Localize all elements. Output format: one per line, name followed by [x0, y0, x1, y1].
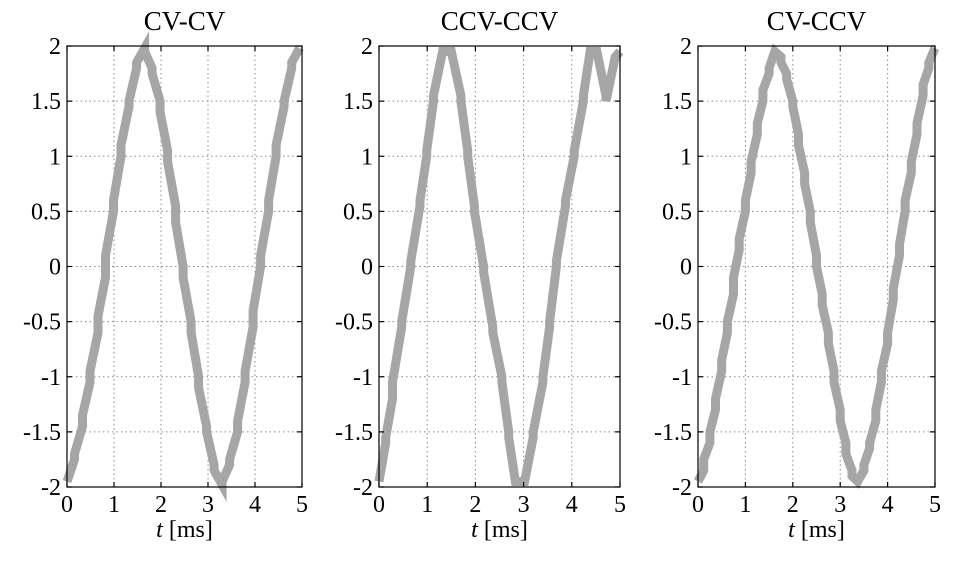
waveform-series	[62, 30, 304, 503]
chart-title: CV-CV	[144, 6, 226, 36]
y-tick-label: -1	[353, 365, 373, 391]
y-tick-label: -2	[353, 475, 373, 501]
y-tick-label: 2	[680, 34, 692, 60]
x-tick-label: 5	[296, 492, 308, 518]
x-axis-label: t [ms]	[471, 517, 528, 543]
y-tick-label: 0.5	[662, 199, 692, 225]
chart-panel-3: 0 1 2 3 4 5 2 1.5 1 0.5 0 -0.5 -1 -1.5 -2 CV-CCV t [ms]	[654, 6, 941, 543]
x-tick-label: 3	[518, 492, 530, 518]
y-tick-label: 1.5	[343, 89, 373, 115]
y-tick-label: 1	[361, 144, 373, 170]
x-tick-label: 2	[787, 492, 799, 518]
x-tick-label: 4	[882, 492, 894, 518]
y-tick-label: 1.5	[31, 89, 61, 115]
x-tick-label: 0	[61, 492, 73, 518]
waveform-series	[374, 47, 624, 486]
x-axis-variable: t	[156, 517, 164, 543]
x-tick-label: 0	[692, 492, 704, 518]
x-axis-label: t [ms]	[156, 517, 213, 543]
x-axis-label: t [ms]	[788, 517, 845, 543]
waveform-series	[694, 43, 940, 489]
y-tick-label: -1.5	[335, 420, 373, 446]
x-tick-label: 1	[739, 492, 751, 518]
y-tick-label: 0	[680, 255, 692, 281]
y-tick-label: -1	[672, 365, 692, 391]
x-axis-unit: [ms]	[795, 517, 845, 543]
chart-panel-1: 0 1 2 3 4 5 2 1.5 1 0.5 0 -0.5 -1 -1.5 -2 CV-CV t [ms]	[23, 6, 308, 543]
x-tick-label: 2	[469, 492, 481, 518]
y-tick-label: -1.5	[654, 420, 692, 446]
x-tick-label: 4	[566, 492, 578, 518]
x-tick-label: 5	[614, 492, 626, 518]
x-tick-label: 2	[155, 492, 167, 518]
y-tick-label: -1.5	[23, 420, 61, 446]
y-tick-label: 1	[49, 144, 61, 170]
x-tick-label: 4	[249, 492, 261, 518]
y-tick-label: -0.5	[654, 310, 692, 336]
x-tick-label: 3	[202, 492, 214, 518]
x-tick-label: 0	[373, 492, 385, 518]
x-axis-variable: t	[788, 517, 796, 543]
y-tick-label: -0.5	[335, 310, 373, 336]
x-tick-label: 1	[421, 492, 433, 518]
chart-panel-2: 0 1 2 3 4 5 2 1.5 1 0.5 0 -0.5 -1 -1.5 -2 CCV-CCV t [ms]	[335, 6, 626, 543]
chart-title: CCV-CCV	[441, 6, 559, 36]
y-tick-label: 2	[361, 34, 373, 60]
y-tick-label: 2	[49, 34, 61, 60]
chart-title: CV-CCV	[767, 6, 867, 36]
y-tick-label: 1.5	[662, 89, 692, 115]
y-tick-label: 0	[49, 255, 61, 281]
y-tick-label: 0.5	[31, 199, 61, 225]
y-tick-label: 0.5	[343, 199, 373, 225]
y-tick-label: -1	[41, 365, 61, 391]
y-tick-label: 0	[361, 255, 373, 281]
y-tick-label: -0.5	[23, 310, 61, 336]
x-axis-variable: t	[471, 517, 479, 543]
x-axis-unit: [ms]	[163, 517, 213, 543]
y-tick-label: -2	[672, 475, 692, 501]
y-tick-label: 1	[680, 144, 692, 170]
x-tick-label: 1	[108, 492, 120, 518]
x-tick-label: 3	[834, 492, 846, 518]
x-axis-unit: [ms]	[478, 517, 528, 543]
x-tick-label: 5	[929, 492, 941, 518]
y-tick-label: -2	[41, 475, 61, 501]
